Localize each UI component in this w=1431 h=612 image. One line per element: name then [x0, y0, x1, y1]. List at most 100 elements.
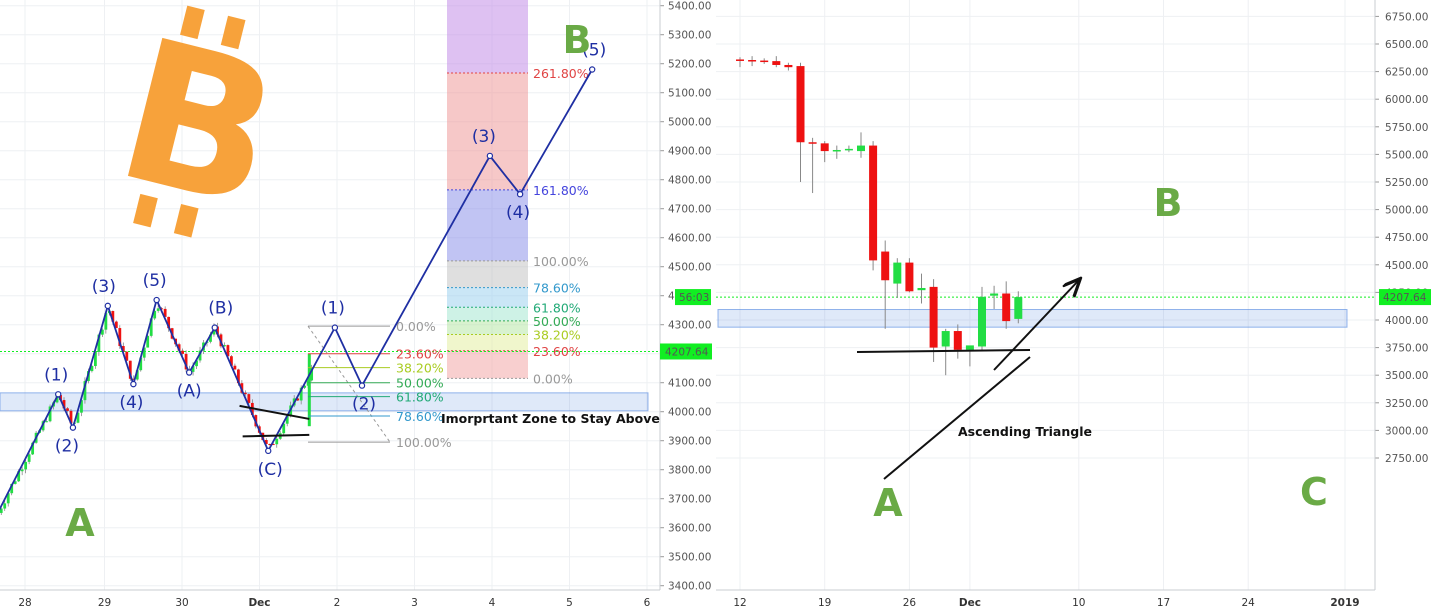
candle-body — [1002, 293, 1011, 322]
price-tick-label: 5000.00 — [1385, 205, 1428, 217]
candle-body — [111, 311, 115, 322]
candle-body — [114, 321, 118, 329]
wave-point[interactable] — [486, 152, 494, 160]
candle-body — [978, 296, 986, 347]
plot-background — [0, 0, 660, 590]
fib-level-label: 161.80% — [533, 183, 589, 198]
wave-label: (3) — [92, 277, 116, 297]
price-tick-label: 5750.00 — [1385, 122, 1428, 134]
candle-body — [243, 392, 247, 395]
trend-drawings[interactable] — [856, 280, 1079, 480]
wave-point[interactable] — [516, 190, 524, 198]
candle-body — [62, 400, 66, 409]
candle-body — [953, 331, 962, 350]
panel-divider — [712, 0, 716, 612]
triangle-pattern[interactable] — [239, 404, 310, 438]
fib-band — [447, 334, 528, 351]
wave-point[interactable] — [331, 324, 339, 331]
fib-level-label: 50.00% — [396, 376, 444, 391]
price-axis[interactable]: 6750.00 6500.00 6250.00 6000.00 5750.00 5500.… — [675, 0, 1431, 590]
fib-level-label: 78.60% — [396, 409, 444, 424]
candle-body — [233, 365, 237, 370]
candle-body — [223, 345, 226, 347]
fib-extension-tool[interactable]: 261.80% 161.80% 100.00% 78.60% 61.80%50.00%3… — [447, 0, 589, 386]
candle-body — [832, 149, 841, 152]
wave-point[interactable] — [55, 391, 62, 398]
candle-body — [748, 60, 757, 62]
wave-label: (5) — [143, 271, 167, 291]
candle-body — [195, 360, 198, 367]
candle-body — [285, 415, 289, 424]
fib-level-label: 0.00% — [533, 371, 573, 386]
price-tick-label: 3600.00 — [668, 523, 711, 535]
candlestick-chart[interactable]: Ascending Triangle A B C 6750.006500.006… — [675, 0, 1431, 609]
candle-body — [45, 421, 48, 423]
breakout-arrow[interactable] — [993, 280, 1079, 371]
candle-body — [31, 442, 35, 455]
fib-level-label: 23.60% — [396, 347, 444, 362]
time-tick-label: 5 — [566, 597, 573, 609]
price-tick-label: 6750.00 — [1385, 11, 1428, 23]
wave-point[interactable] — [104, 302, 112, 310]
candle-body — [796, 66, 805, 143]
fib-level-label: 100.00% — [533, 254, 589, 269]
time-tick-label: 6 — [644, 597, 651, 609]
candle-body — [303, 385, 307, 388]
time-tick-label: 17 — [1157, 597, 1170, 609]
candle-body — [296, 398, 300, 401]
candle-body — [66, 408, 69, 411]
wave-label: (4) — [119, 393, 143, 413]
candle-body — [10, 483, 14, 494]
candle-body — [163, 308, 167, 317]
elliott-wave-path[interactable]: (1) (2) (3) (4) (5) (A) (B) (C) (1) (2) (3) (4) (5) — [0, 41, 606, 524]
triangle-lower-line — [242, 433, 310, 438]
candle-body — [83, 381, 87, 401]
candle-body — [226, 345, 230, 357]
triangle-resistance-line[interactable] — [856, 349, 1031, 353]
wave-label: (A) — [177, 382, 202, 402]
candle-body — [271, 444, 275, 446]
countdown-tag-label: 56:03 — [679, 292, 709, 304]
elliott-wave-chart[interactable]: 261.80%161.80%100.00%78.60%61.80%50.00%3… — [0, 0, 712, 609]
wave-point[interactable] — [358, 382, 366, 389]
price-axis[interactable]: 5400.00 5300.00 5200.00 5100.00 5000.00 4900.… — [659, 0, 712, 593]
price-tick-label: 6000.00 — [1385, 94, 1428, 106]
wave-point[interactable] — [130, 380, 137, 388]
wave-point[interactable] — [153, 296, 160, 304]
candle-body — [844, 148, 853, 151]
time-tick-label: 26 — [903, 597, 917, 609]
candle-body — [307, 353, 311, 427]
candle-body — [167, 316, 171, 329]
important-zone[interactable] — [0, 392, 649, 412]
wave-point[interactable] — [185, 369, 193, 376]
wave-point[interactable] — [588, 66, 596, 73]
candle-body — [990, 293, 999, 296]
triangle-label: Ascending Triangle — [958, 424, 1092, 439]
price-tick-label: 6250.00 — [1385, 67, 1428, 79]
wave-point[interactable] — [265, 447, 272, 455]
price-tick-label: 4750.00 — [1385, 232, 1428, 244]
price-tick-label: 4000.00 — [668, 407, 711, 419]
triangle-support-line[interactable] — [883, 356, 1031, 480]
candle-body — [820, 143, 829, 152]
price-tick-label: 5250.00 — [1385, 177, 1428, 189]
fib-retracement-tool[interactable]: 0.00% 23.60%38.20%50.00%61.80% 78.60% 100.0… — [307, 319, 452, 450]
fib-band — [447, 189, 528, 261]
candle-body — [965, 345, 974, 350]
wave-point[interactable] — [69, 424, 77, 431]
wave-point[interactable] — [211, 324, 218, 331]
time-axis[interactable]: 28 29 30 Dec 2 3 4 5 6 — [0, 589, 660, 609]
wave-line[interactable] — [0, 69, 593, 521]
candle-body — [299, 387, 303, 401]
candle-body — [24, 461, 28, 470]
zone-label: Imorprtant Zone to Stay Above — [441, 411, 660, 426]
important-zone[interactable] — [717, 309, 1348, 328]
wave-label: (1) — [321, 299, 345, 319]
candle-body — [282, 423, 286, 434]
price-tick-label: 4800.00 — [668, 175, 711, 187]
candle-body — [209, 334, 212, 342]
price-tick-label: 4000.00 — [1385, 315, 1428, 327]
time-axis[interactable]: 12 19 26 Dec 10 17 24 2019 — [716, 589, 1375, 609]
wave-label: (B) — [208, 299, 233, 319]
